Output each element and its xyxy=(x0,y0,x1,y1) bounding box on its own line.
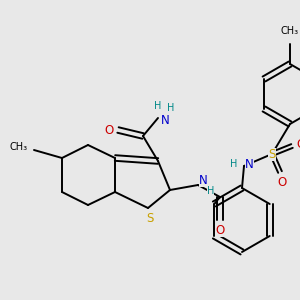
Text: CH₃: CH₃ xyxy=(281,26,299,36)
Text: O: O xyxy=(296,137,300,151)
Text: H: H xyxy=(154,101,162,111)
Text: H: H xyxy=(207,186,214,196)
Text: N: N xyxy=(199,173,208,187)
Text: S: S xyxy=(146,212,154,224)
Text: S: S xyxy=(268,148,276,160)
Text: N: N xyxy=(161,113,170,127)
Text: O: O xyxy=(104,124,114,136)
Text: CH₃: CH₃ xyxy=(10,142,28,152)
Text: H: H xyxy=(230,159,237,169)
Text: N: N xyxy=(245,158,254,170)
Text: O: O xyxy=(278,176,286,188)
Text: H: H xyxy=(167,103,174,113)
Text: O: O xyxy=(215,224,225,236)
